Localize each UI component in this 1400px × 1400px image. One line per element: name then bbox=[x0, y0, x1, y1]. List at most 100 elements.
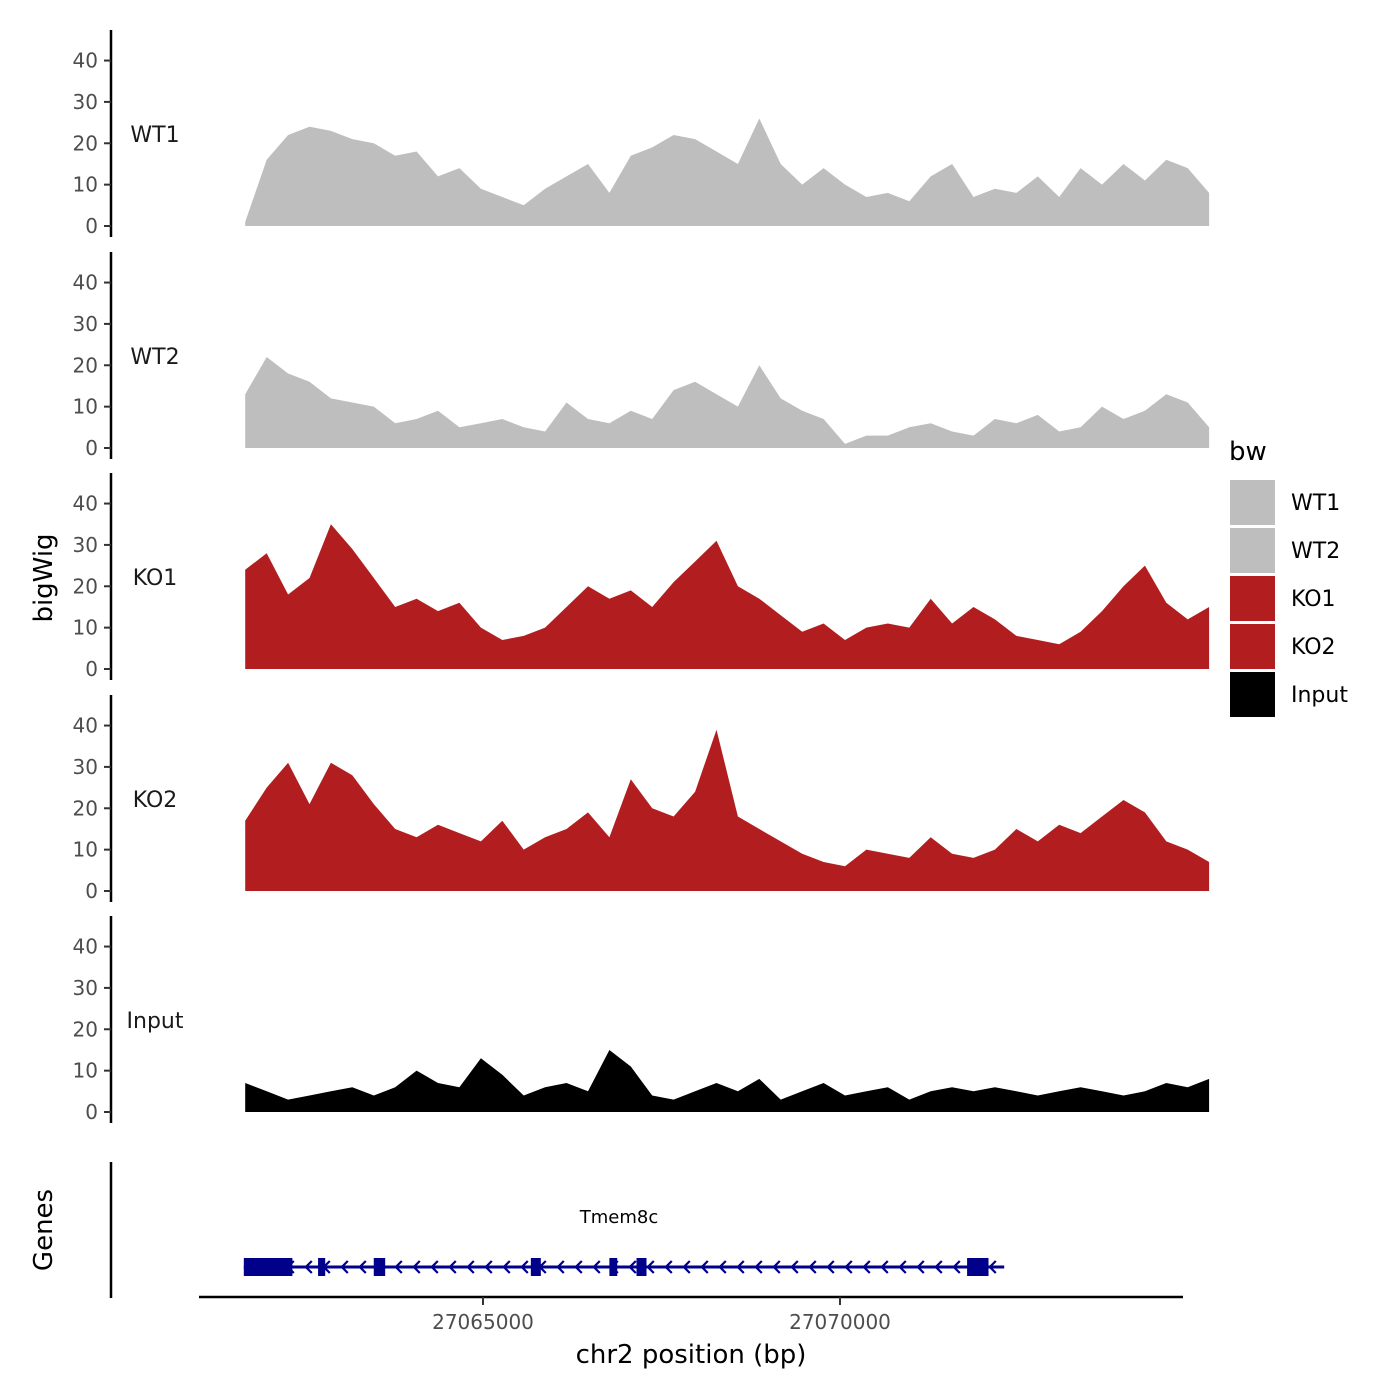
y-tick-label: 20 bbox=[73, 796, 98, 820]
y-tick-label: 0 bbox=[85, 1100, 98, 1124]
signal-tracks: 0 10 20 30 40 WT1 0 10 20 30 40 WT2 0 10 20 30 40 KO1 0 10 2… bbox=[73, 30, 1210, 1124]
gene-track-title: Genes bbox=[29, 1189, 59, 1271]
y-tick-label: 10 bbox=[73, 395, 98, 419]
strand-chevron bbox=[700, 1260, 709, 1274]
track-wt2: 0 10 20 30 40 WT2 bbox=[73, 252, 1210, 460]
legend-label-wt1: WT1 bbox=[1291, 491, 1340, 516]
strand-chevron bbox=[520, 1260, 529, 1274]
y-tick-label: 20 bbox=[73, 353, 98, 377]
legend-label-ko1: KO1 bbox=[1291, 587, 1336, 612]
track-label-ko2: KO2 bbox=[133, 788, 178, 813]
y-tick-label: 10 bbox=[73, 838, 98, 862]
strand-chevron bbox=[898, 1260, 907, 1274]
x-tick-label: 27070000 bbox=[789, 1310, 891, 1334]
track-label-wt2: WT2 bbox=[130, 345, 179, 370]
strand-chevron bbox=[628, 1260, 637, 1274]
y-tick-label: 0 bbox=[85, 436, 98, 460]
x-axis: chr2 position (bp) 27065000 27070000 bbox=[199, 1295, 1183, 1370]
strand-chevron bbox=[934, 1260, 943, 1274]
legend-key-wt2 bbox=[1230, 528, 1275, 573]
gene-track: Genes Tmem8c bbox=[29, 1162, 1005, 1298]
y-tick-label: 40 bbox=[73, 935, 98, 959]
strand-chevron bbox=[646, 1260, 655, 1274]
strand-chevron bbox=[682, 1260, 691, 1274]
signal-area-ko2 bbox=[245, 729, 1210, 891]
gene-name-label: Tmem8c bbox=[579, 1207, 659, 1228]
y-tick-label: 20 bbox=[73, 131, 98, 155]
track-ko1: 0 10 20 30 40 KO1 bbox=[73, 473, 1210, 681]
signal-area-wt2 bbox=[245, 357, 1210, 448]
strand-chevron bbox=[772, 1260, 781, 1274]
legend-key-ko2 bbox=[1230, 624, 1275, 669]
strand-chevron bbox=[484, 1260, 493, 1274]
strand-chevron bbox=[502, 1260, 511, 1274]
x-axis-title: chr2 position (bp) bbox=[576, 1340, 807, 1370]
strand-chevron bbox=[808, 1260, 817, 1274]
legend-label-ko2: KO2 bbox=[1291, 635, 1336, 660]
strand-chevron bbox=[358, 1260, 367, 1274]
y-tick-label: 0 bbox=[85, 879, 98, 903]
strand-chevron bbox=[880, 1260, 889, 1274]
strand-chevron bbox=[826, 1260, 835, 1274]
y-tick-label: 40 bbox=[73, 714, 98, 738]
legend-key-input bbox=[1230, 672, 1275, 717]
y-tick-label: 0 bbox=[85, 657, 98, 681]
y-tick-label: 40 bbox=[73, 271, 98, 295]
exon-block bbox=[318, 1258, 326, 1276]
track-wt1: 0 10 20 30 40 WT1 bbox=[73, 30, 1210, 238]
x-tick-label: 27065000 bbox=[432, 1310, 534, 1334]
legend: bw WT1 WT2 KO1 KO2 Input bbox=[1229, 437, 1348, 717]
strand-chevron bbox=[754, 1260, 763, 1274]
strand-chevron bbox=[574, 1260, 583, 1274]
strand-chevron bbox=[430, 1260, 439, 1274]
legend-key-wt1 bbox=[1230, 480, 1275, 525]
y-tick-label: 40 bbox=[73, 49, 98, 73]
signal-area-ko1 bbox=[245, 524, 1210, 669]
strand-chevron bbox=[736, 1260, 745, 1274]
strand-chevron bbox=[790, 1260, 799, 1274]
y-tick-label: 10 bbox=[73, 173, 98, 197]
track-label-ko1: KO1 bbox=[133, 566, 178, 591]
track-label-input: Input bbox=[127, 1009, 184, 1034]
y-tick-label: 10 bbox=[73, 616, 98, 640]
strand-chevron bbox=[952, 1260, 961, 1274]
strand-chevron bbox=[844, 1260, 853, 1274]
exon-block bbox=[609, 1258, 618, 1276]
strand-chevron bbox=[592, 1260, 601, 1274]
track-ko2: 0 10 20 30 40 KO2 bbox=[73, 695, 1210, 903]
signal-area-wt1 bbox=[245, 118, 1210, 226]
legend-label-wt2: WT2 bbox=[1291, 539, 1340, 564]
y-tick-label: 30 bbox=[73, 90, 98, 114]
exon-block bbox=[373, 1258, 386, 1276]
y-tick-label: 0 bbox=[85, 214, 98, 238]
strand-chevron bbox=[466, 1260, 475, 1274]
y-tick-label: 30 bbox=[73, 533, 98, 557]
y-axis-title: bigWig bbox=[29, 533, 59, 622]
legend-label-input: Input bbox=[1291, 683, 1348, 708]
strand-chevron bbox=[862, 1260, 871, 1274]
y-tick-label: 30 bbox=[73, 755, 98, 779]
exon-block bbox=[967, 1258, 989, 1276]
strand-chevron bbox=[448, 1260, 457, 1274]
exon-block bbox=[530, 1258, 541, 1276]
strand-chevron bbox=[304, 1260, 313, 1274]
exon-block bbox=[636, 1258, 647, 1276]
track-label-wt1: WT1 bbox=[130, 123, 179, 148]
legend-key-ko1 bbox=[1230, 576, 1275, 621]
strand-chevron bbox=[394, 1260, 403, 1274]
track-input: 0 10 20 30 40 Input bbox=[73, 916, 1210, 1124]
strand-chevron bbox=[556, 1260, 565, 1274]
strand-chevron bbox=[664, 1260, 673, 1274]
strand-chevron bbox=[916, 1260, 925, 1274]
legend-title: bw bbox=[1229, 437, 1267, 467]
strand-chevron bbox=[340, 1260, 349, 1274]
y-tick-label: 30 bbox=[73, 312, 98, 336]
y-tick-label: 10 bbox=[73, 1059, 98, 1083]
exon-block bbox=[243, 1258, 293, 1276]
y-tick-label: 40 bbox=[73, 492, 98, 516]
y-tick-label: 20 bbox=[73, 574, 98, 598]
y-tick-label: 30 bbox=[73, 976, 98, 1000]
strand-chevron bbox=[988, 1260, 997, 1274]
y-tick-label: 20 bbox=[73, 1017, 98, 1041]
